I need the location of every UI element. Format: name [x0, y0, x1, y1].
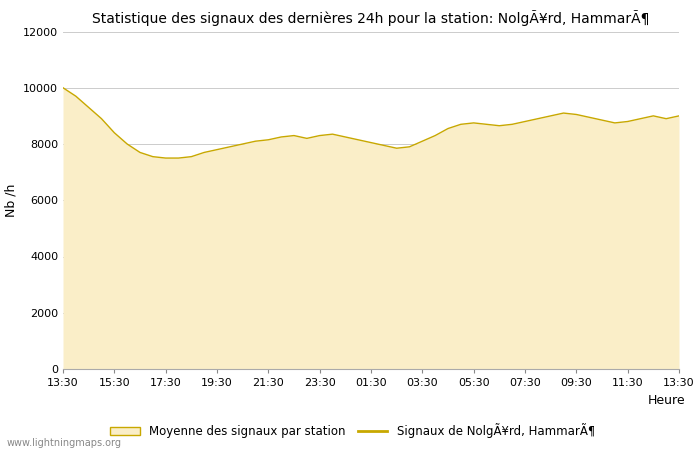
Legend: Moyenne des signaux par station, Signaux de NolgÃ¥rd, HammarÃ¶: Moyenne des signaux par station, Signaux…	[106, 419, 599, 443]
X-axis label: Heure: Heure	[648, 394, 685, 407]
Title: Statistique des signaux des dernières 24h pour la station: NolgÃ¥rd, HammarÃ¶: Statistique des signaux des dernières 24…	[92, 10, 650, 26]
Text: www.lightningmaps.org: www.lightningmaps.org	[7, 438, 122, 448]
Y-axis label: Nb /h: Nb /h	[4, 184, 18, 217]
